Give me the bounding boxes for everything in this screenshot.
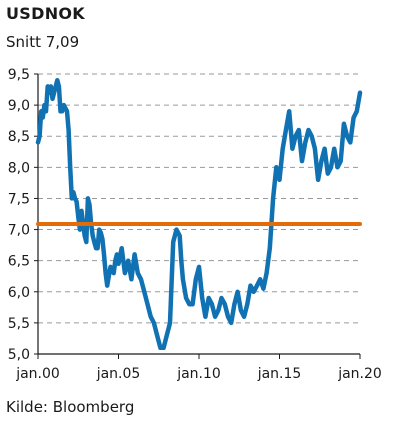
y-tick-label: 8,0 (8, 160, 30, 176)
y-tick-label: 6,5 (8, 254, 30, 270)
chart-title: USDNOK (6, 4, 85, 23)
series-group (35, 77, 363, 351)
chart-subtitle: Snitt 7,09 (6, 33, 80, 51)
chart-source: Kilde: Bloomberg (6, 398, 135, 416)
x-tick-label: jan.10 (176, 366, 221, 382)
x-axis-ticks: jan.00 jan.05 jan.10 jan.15 jan.20 (15, 354, 382, 382)
y-tick-label: 9,0 (8, 98, 30, 114)
y-tick-label: 5,5 (8, 316, 30, 332)
y-tick-label: 6,0 (8, 285, 30, 301)
y-tick-label: 7,0 (8, 223, 30, 239)
usdnok-series-line (35, 77, 363, 351)
x-tick-label: jan.20 (337, 366, 382, 382)
x-tick-label: jan.05 (96, 366, 141, 382)
y-tick-label: 7,5 (8, 191, 30, 207)
x-tick-label: jan.15 (257, 366, 302, 382)
y-tick-label: 9,5 (8, 67, 30, 83)
y-axis-ticks: 5,0 5,5 6,0 6,5 7,0 7,5 8,0 8,5 9,0 9,5 (8, 67, 38, 363)
y-tick-label: 5,0 (8, 347, 30, 363)
x-tick-label: jan.00 (15, 366, 60, 382)
y-tick-label: 8,5 (8, 129, 30, 145)
